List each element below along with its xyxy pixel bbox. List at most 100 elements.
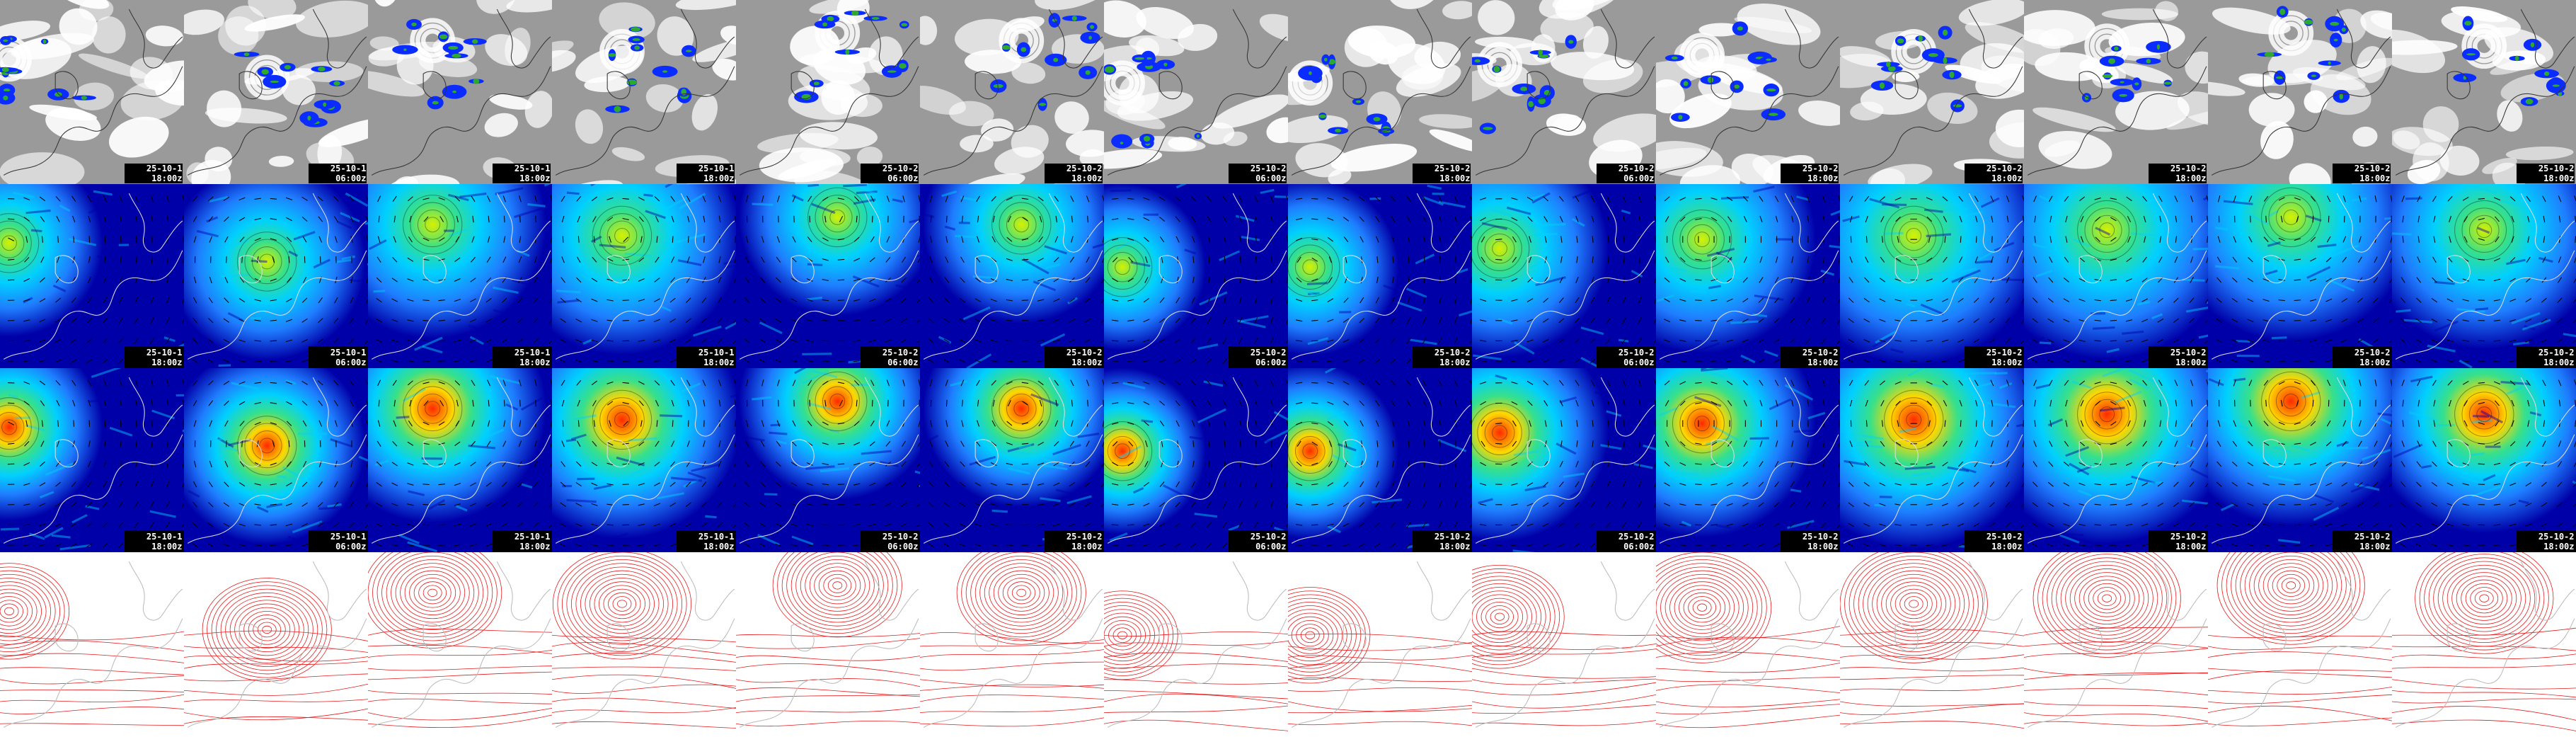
precip-core bbox=[1950, 72, 1955, 78]
wind-speed-lower-map bbox=[1656, 184, 1841, 369]
timestamp-time: 18:00z bbox=[2517, 358, 2575, 367]
precip-core bbox=[1880, 82, 1885, 88]
pressure-isobars-map bbox=[368, 552, 553, 737]
precip-core bbox=[323, 102, 326, 106]
wind-speed-lower-map bbox=[1472, 184, 1657, 369]
wind-speed-upper-map bbox=[1840, 368, 2025, 553]
timestamp-date: 25-10-2 bbox=[1965, 532, 2023, 542]
timestamp-date: 25-10-2 bbox=[1229, 348, 1287, 358]
timestamp-date: 25-10-2 bbox=[861, 348, 919, 358]
timestamp-date: 25-10-2 bbox=[1781, 348, 1839, 358]
cloud-cover-map bbox=[368, 0, 553, 185]
wind-speed-lower-map bbox=[2024, 184, 2209, 369]
precip-core bbox=[261, 69, 269, 75]
isobar-background bbox=[1288, 552, 1473, 737]
precip-core bbox=[1769, 113, 1778, 115]
timestamp-date: 25-10-2 bbox=[1965, 348, 2023, 358]
precip-core bbox=[872, 17, 880, 20]
precip-core bbox=[1020, 47, 1026, 52]
wind-arrow bbox=[1424, 256, 1425, 263]
precip-core bbox=[1053, 58, 1058, 62]
isobar-background bbox=[736, 552, 921, 737]
precip-core bbox=[1356, 101, 1361, 103]
cloud-cover-map bbox=[920, 0, 1105, 185]
wind-arrow bbox=[1624, 236, 1625, 242]
timestamp-time: 18:00z bbox=[1045, 358, 1103, 367]
pressure-isobars-map bbox=[1104, 552, 1289, 737]
precip-core bbox=[2515, 56, 2519, 62]
timestamp-date: 25-10-2 bbox=[861, 164, 919, 173]
wind-arrow bbox=[242, 256, 243, 263]
wind-streak bbox=[2193, 248, 2209, 251]
precip-core bbox=[614, 106, 621, 113]
wind-speed-upper-map bbox=[368, 368, 553, 553]
timestamp-time: 18:00z bbox=[1965, 542, 2023, 552]
wind-arrow bbox=[8, 403, 14, 404]
wind-speed-field bbox=[1840, 184, 2025, 369]
timestamp-time: 18:00z bbox=[1965, 173, 2023, 183]
wind-speed-lower-map bbox=[1288, 184, 1473, 369]
precip-core bbox=[1568, 40, 1573, 43]
timestamp-date: 25-10-2 bbox=[2149, 348, 2207, 358]
wind-speed-upper-map bbox=[1288, 368, 1473, 553]
pressure-isobars-panel bbox=[184, 552, 369, 737]
wind-arrow bbox=[1695, 300, 1701, 301]
pressure-isobars-panel bbox=[1288, 552, 1473, 737]
timestamp-date: 25-10-1 bbox=[677, 532, 735, 542]
precip-core bbox=[1672, 57, 1678, 59]
pressure-isobars-map bbox=[0, 552, 185, 737]
isobar-background bbox=[1104, 552, 1289, 737]
precip-core bbox=[2279, 8, 2285, 15]
pressure-isobars-panel bbox=[368, 552, 553, 737]
timestamp-date: 25-10-2 bbox=[2333, 532, 2391, 542]
wind-streak bbox=[1965, 372, 1996, 374]
precip-core bbox=[634, 45, 640, 50]
timestamp-time: 18:00z bbox=[1781, 358, 1839, 367]
precip-core bbox=[1090, 25, 1094, 29]
timestamp-time: 18:00z bbox=[1781, 173, 1839, 183]
precip-core bbox=[4, 88, 10, 92]
precip-core bbox=[432, 101, 439, 105]
wind-streak bbox=[1432, 193, 1444, 195]
timestamp-time: 18:00z bbox=[677, 173, 735, 183]
wind-arrow bbox=[520, 216, 521, 222]
timestamp-time: 18:00z bbox=[493, 358, 551, 367]
precip-core bbox=[1144, 136, 1150, 142]
timestamp-date: 25-10-1 bbox=[677, 348, 735, 358]
cloud-cover-map bbox=[1288, 0, 1473, 185]
timestamp-time: 18:00z bbox=[1781, 542, 1839, 552]
precip-core bbox=[2108, 58, 2115, 64]
precip-core bbox=[1324, 58, 1328, 62]
timestamp-time: 18:00z bbox=[1413, 358, 1471, 367]
wind-speed-lower-map bbox=[1104, 184, 1289, 369]
timestamp-date: 25-10-1 bbox=[493, 164, 551, 173]
precip-core bbox=[662, 70, 667, 72]
wind-arrow bbox=[672, 236, 673, 242]
wind-arrow bbox=[946, 216, 947, 222]
wind-arrow bbox=[1240, 256, 1241, 263]
wind-arrow bbox=[1408, 440, 1409, 447]
precip-core bbox=[1943, 57, 1947, 64]
timestamp-time: 18:00z bbox=[125, 173, 183, 183]
timestamp-time: 18:00z bbox=[2517, 173, 2575, 183]
cloud-cover-map bbox=[736, 0, 921, 185]
timestamp-time: 06:00z bbox=[1597, 173, 1655, 183]
wind-arrow bbox=[270, 361, 277, 362]
precip-core bbox=[2164, 82, 2172, 85]
precip-core bbox=[1319, 115, 1326, 118]
precip-core bbox=[1120, 142, 1124, 144]
timestamp-time: 18:00z bbox=[2333, 173, 2391, 183]
